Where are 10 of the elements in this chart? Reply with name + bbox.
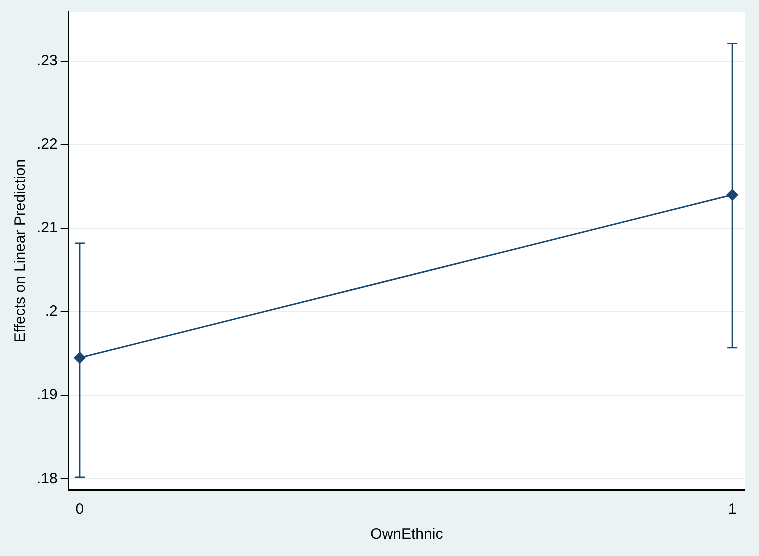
y-tick-label: .19 <box>36 386 58 404</box>
y-tick-label: .23 <box>36 52 58 70</box>
y-tick-label: .2 <box>45 303 58 320</box>
y-tick-label: .18 <box>36 470 58 488</box>
y-axis-title: Effects on Linear Prediction <box>12 159 30 343</box>
y-tick-label: .22 <box>36 136 58 154</box>
x-tick-label: 1 <box>728 501 737 518</box>
x-axis-title: OwnEthnic <box>370 526 444 544</box>
y-tick-label: .21 <box>36 220 58 237</box>
x-tick-label: 0 <box>76 501 84 518</box>
